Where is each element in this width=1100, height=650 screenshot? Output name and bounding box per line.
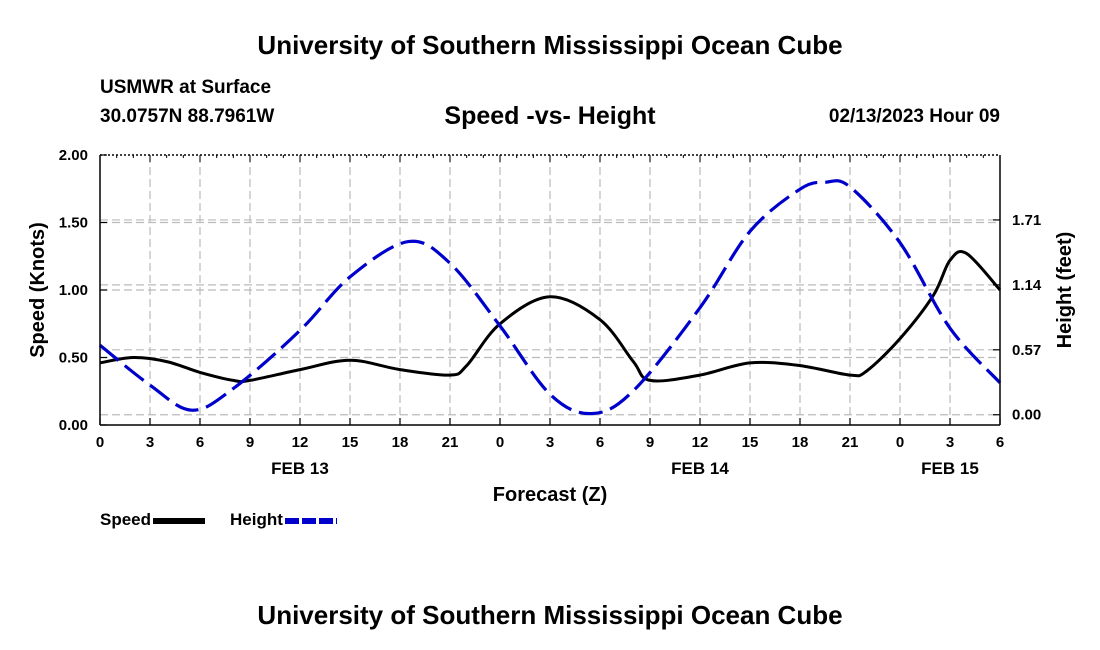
station-coordinates: 30.0757N 88.7961W [100, 106, 275, 127]
grid [100, 155, 1000, 425]
x-tick-label: 3 [546, 434, 554, 451]
y-tick-label-left: 0.50 [59, 350, 88, 367]
legend-speed-label: Speed [100, 510, 152, 529]
legend-speed-swatch [153, 517, 206, 524]
x-tick-label: 0 [896, 434, 904, 451]
legend-speed: Speed [100, 510, 206, 530]
x-tick-label: 9 [646, 434, 654, 451]
x-tick-label: 6 [596, 434, 604, 451]
x-tick-label: 6 [996, 434, 1004, 451]
x-tick-label: 21 [842, 434, 859, 451]
x-tick-label: 15 [742, 434, 759, 451]
x-date-label: FEB 14 [671, 459, 729, 478]
main-title: University of Southern Mississippi Ocean… [257, 30, 843, 60]
x-tick-label: 12 [292, 434, 309, 451]
plot-title: Speed -vs- Height [444, 102, 656, 130]
series-speed-line [99, 250, 1002, 384]
y-tick-label-right: 1.14 [1012, 277, 1042, 294]
x-tick-label: 0 [96, 434, 104, 451]
y-tick-label-left: 1.50 [59, 215, 88, 232]
station-label: USMWR at Surface [100, 77, 272, 98]
y-tick-label-right: 1.71 [1012, 212, 1041, 229]
footer-title: University of Southern Mississippi Ocean… [257, 600, 843, 630]
x-tick-label: 0 [496, 434, 504, 451]
y-tick-label-left: 2.00 [59, 147, 88, 164]
x-tick-label: 6 [196, 434, 204, 451]
x-tick-label: 21 [442, 434, 459, 451]
y-tick-label-left: 1.00 [59, 282, 88, 299]
legend-height-label: Height [230, 510, 283, 529]
y-tick-label-right: 0.00 [1012, 407, 1041, 424]
forecast-datetime: 02/13/2023 Hour 09 [828, 106, 1000, 127]
x-tick-label: 15 [342, 434, 359, 451]
y-axis-label-left: Speed (Knots) [27, 222, 49, 358]
x-date-label: FEB 15 [921, 459, 979, 478]
axes: 0 3 6 9 12 15 18 21 0 3 6 9 12 15 18 21 0 3 6 FEB 13 FEB 14 F… [59, 147, 1042, 478]
x-tick-label: 9 [246, 434, 254, 451]
x-date-label: FEB 13 [271, 459, 329, 478]
y-axis-label-right: Height (feet) [1054, 232, 1076, 349]
y-tick-label-right: 0.57 [1012, 342, 1041, 359]
series-layer [99, 179, 1002, 416]
y-tick-label-left: 0.00 [59, 417, 88, 434]
x-tick-label: 18 [792, 434, 809, 451]
x-axis-label: Forecast (Z) [493, 484, 607, 506]
legend-height: Height [230, 510, 337, 530]
x-tick-label: 12 [692, 434, 709, 451]
x-tick-label: 3 [946, 434, 954, 451]
legend-height-swatch [284, 517, 337, 524]
x-tick-label: 18 [392, 434, 409, 451]
x-tick-label: 3 [146, 434, 154, 451]
